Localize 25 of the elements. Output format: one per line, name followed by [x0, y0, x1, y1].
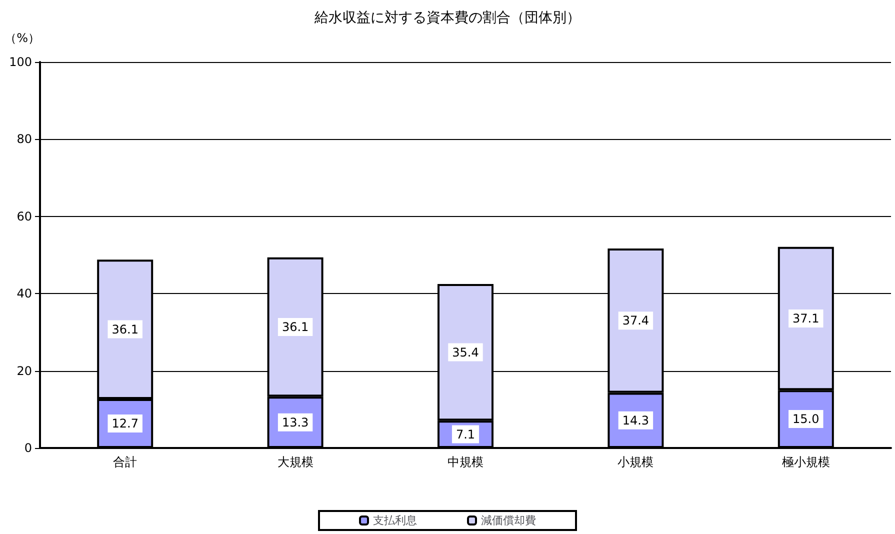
x-tick-label: 合計: [113, 455, 138, 469]
data-label: 13.3: [282, 415, 309, 430]
x-tick-label: 小規模: [618, 455, 654, 469]
data-label: 12.7: [112, 416, 138, 430]
data-label: 15.0: [792, 412, 820, 426]
y-tick-label: 60: [16, 209, 32, 224]
data-label: 37.1: [792, 311, 820, 326]
y-axis-title: （%）: [4, 31, 40, 45]
x-tick-label: 大規模: [277, 455, 314, 469]
y-tick-label: 0: [24, 441, 32, 455]
data-label: 35.4: [452, 345, 479, 360]
legend-label: 支払利息: [373, 514, 417, 527]
data-label: 37.4: [622, 314, 650, 328]
data-label: 7.1: [456, 427, 476, 442]
data-label: 14.3: [622, 413, 650, 428]
y-tick-label: 100: [9, 55, 32, 69]
chart-title: 給水収益に対する資本費の割合（団体別）: [314, 10, 580, 26]
data-label: 36.1: [282, 320, 309, 334]
y-tick-label: 20: [16, 364, 32, 378]
x-tick-label: 中規模: [448, 455, 484, 469]
data-label: 36.1: [112, 322, 138, 336]
legend-label: 減価償却費: [481, 514, 536, 527]
y-tick-label: 80: [16, 132, 32, 146]
x-tick-label: 極小規模: [782, 455, 830, 469]
y-tick-label: 40: [16, 286, 32, 301]
